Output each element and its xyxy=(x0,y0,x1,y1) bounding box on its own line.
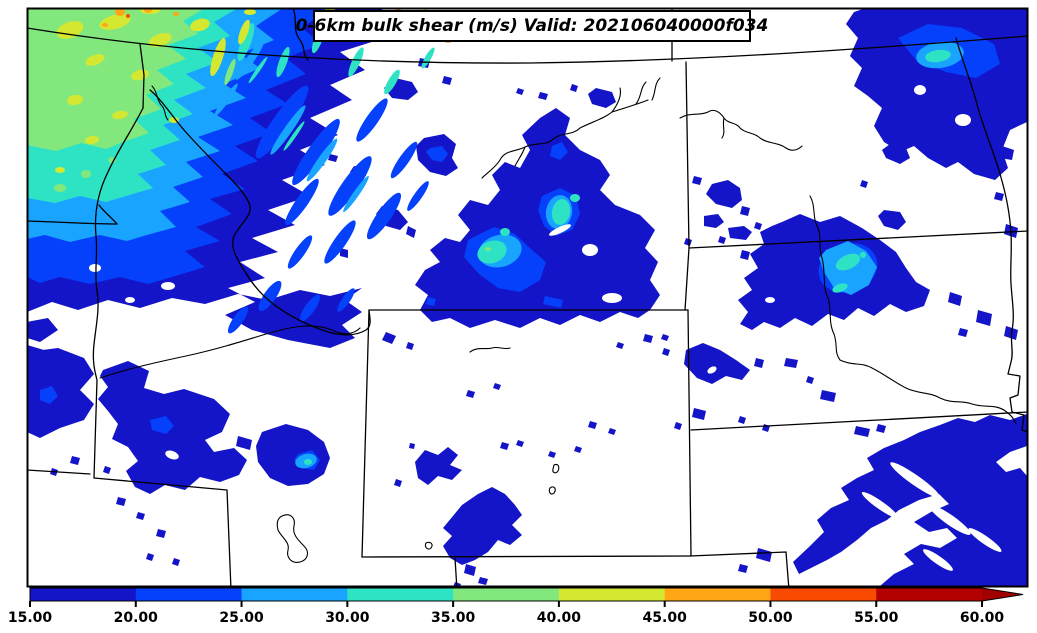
great-salt-lake xyxy=(276,514,309,563)
field-level-40-regions xyxy=(55,9,385,173)
field-white-holes xyxy=(89,85,1002,571)
border-or-nv-42n xyxy=(26,469,91,475)
wyoming-small-lakes xyxy=(424,463,560,550)
border-id-nv-ut-42n xyxy=(93,477,232,591)
colorbar-segment xyxy=(241,588,348,601)
shear-field xyxy=(28,9,1027,586)
border-wy-south xyxy=(361,555,691,558)
missouri-river-montana xyxy=(481,77,661,179)
nebraska-mass xyxy=(738,414,1027,586)
east-montana-cluster xyxy=(684,176,762,246)
border-bc-alberta xyxy=(292,7,309,61)
colorbar-tick-label: 35.00 xyxy=(431,610,476,626)
colorbar-tick-label: 25.00 xyxy=(219,610,264,626)
north-wyoming-dots xyxy=(382,332,669,350)
border-id-mt-divide xyxy=(149,89,371,336)
lake-sakakawea xyxy=(679,109,803,151)
colorbar-segment xyxy=(664,588,771,601)
map-frame xyxy=(26,7,1029,588)
colorbar-tick-label: 20.00 xyxy=(114,610,159,626)
plot-title: 0-6km bulk shear (m/s) Valid: 2021060400… xyxy=(295,16,769,36)
missouri-river-dakotas xyxy=(809,195,1017,425)
colorbar-tick-label: 45.00 xyxy=(643,610,688,626)
idaho-nevada-cluster xyxy=(28,318,330,566)
plot-title-box: 0-6km bulk shear (m/s) Valid: 2021060400… xyxy=(296,10,768,42)
flathead-river xyxy=(151,85,169,121)
border-mt-dakotas xyxy=(684,61,690,311)
south-sd-cluster xyxy=(662,343,836,432)
border-wy-east xyxy=(687,309,692,557)
border-wa-id xyxy=(139,43,145,109)
border-nd-sd xyxy=(688,230,1029,249)
southeast-wyoming-cluster xyxy=(394,383,616,586)
border-nd-mn-red-river xyxy=(955,37,1029,433)
weather-map-canvas xyxy=(26,7,1029,591)
colorbar-segment xyxy=(876,588,983,601)
colorbar: 15.00 20.00 25.00 30.00 35.00 40.00 45.00 50.00… xyxy=(8,587,1024,626)
colorbar-segment xyxy=(135,588,243,601)
state-borders xyxy=(26,7,1029,591)
colorbar-tick-label: 50.00 xyxy=(748,610,793,626)
bighorn-river xyxy=(469,346,511,353)
colorbar-tick-label: 55.00 xyxy=(854,610,899,626)
border-wy-west xyxy=(361,309,370,558)
border-wy-co-ne-corner xyxy=(689,551,790,591)
border-wa-or xyxy=(26,204,118,225)
colorbar-tick-label: 60.00 xyxy=(960,610,1005,626)
colorbar-segment xyxy=(453,588,560,601)
colorbar-outline xyxy=(29,587,1024,602)
border-co-ut xyxy=(454,557,458,591)
colorbar-tick-label: 40.00 xyxy=(537,610,582,626)
colorbar-tick-label: 30.00 xyxy=(325,610,370,626)
colorbar-tick-label: 15.00 xyxy=(8,610,53,626)
colorbar-segment xyxy=(30,588,137,601)
central-montana-blob xyxy=(415,108,660,328)
snake-river-idaho xyxy=(99,325,361,379)
border-or-id-snake xyxy=(92,107,144,479)
border-sd-ne xyxy=(690,411,1029,431)
colorbar-extend-arrow xyxy=(982,588,1024,601)
hydrography xyxy=(99,77,1017,563)
colorbar-segment xyxy=(347,588,454,601)
colorbar-segment xyxy=(770,588,877,601)
border-canada-49n xyxy=(26,27,1029,64)
colorbar-segment xyxy=(558,588,666,601)
